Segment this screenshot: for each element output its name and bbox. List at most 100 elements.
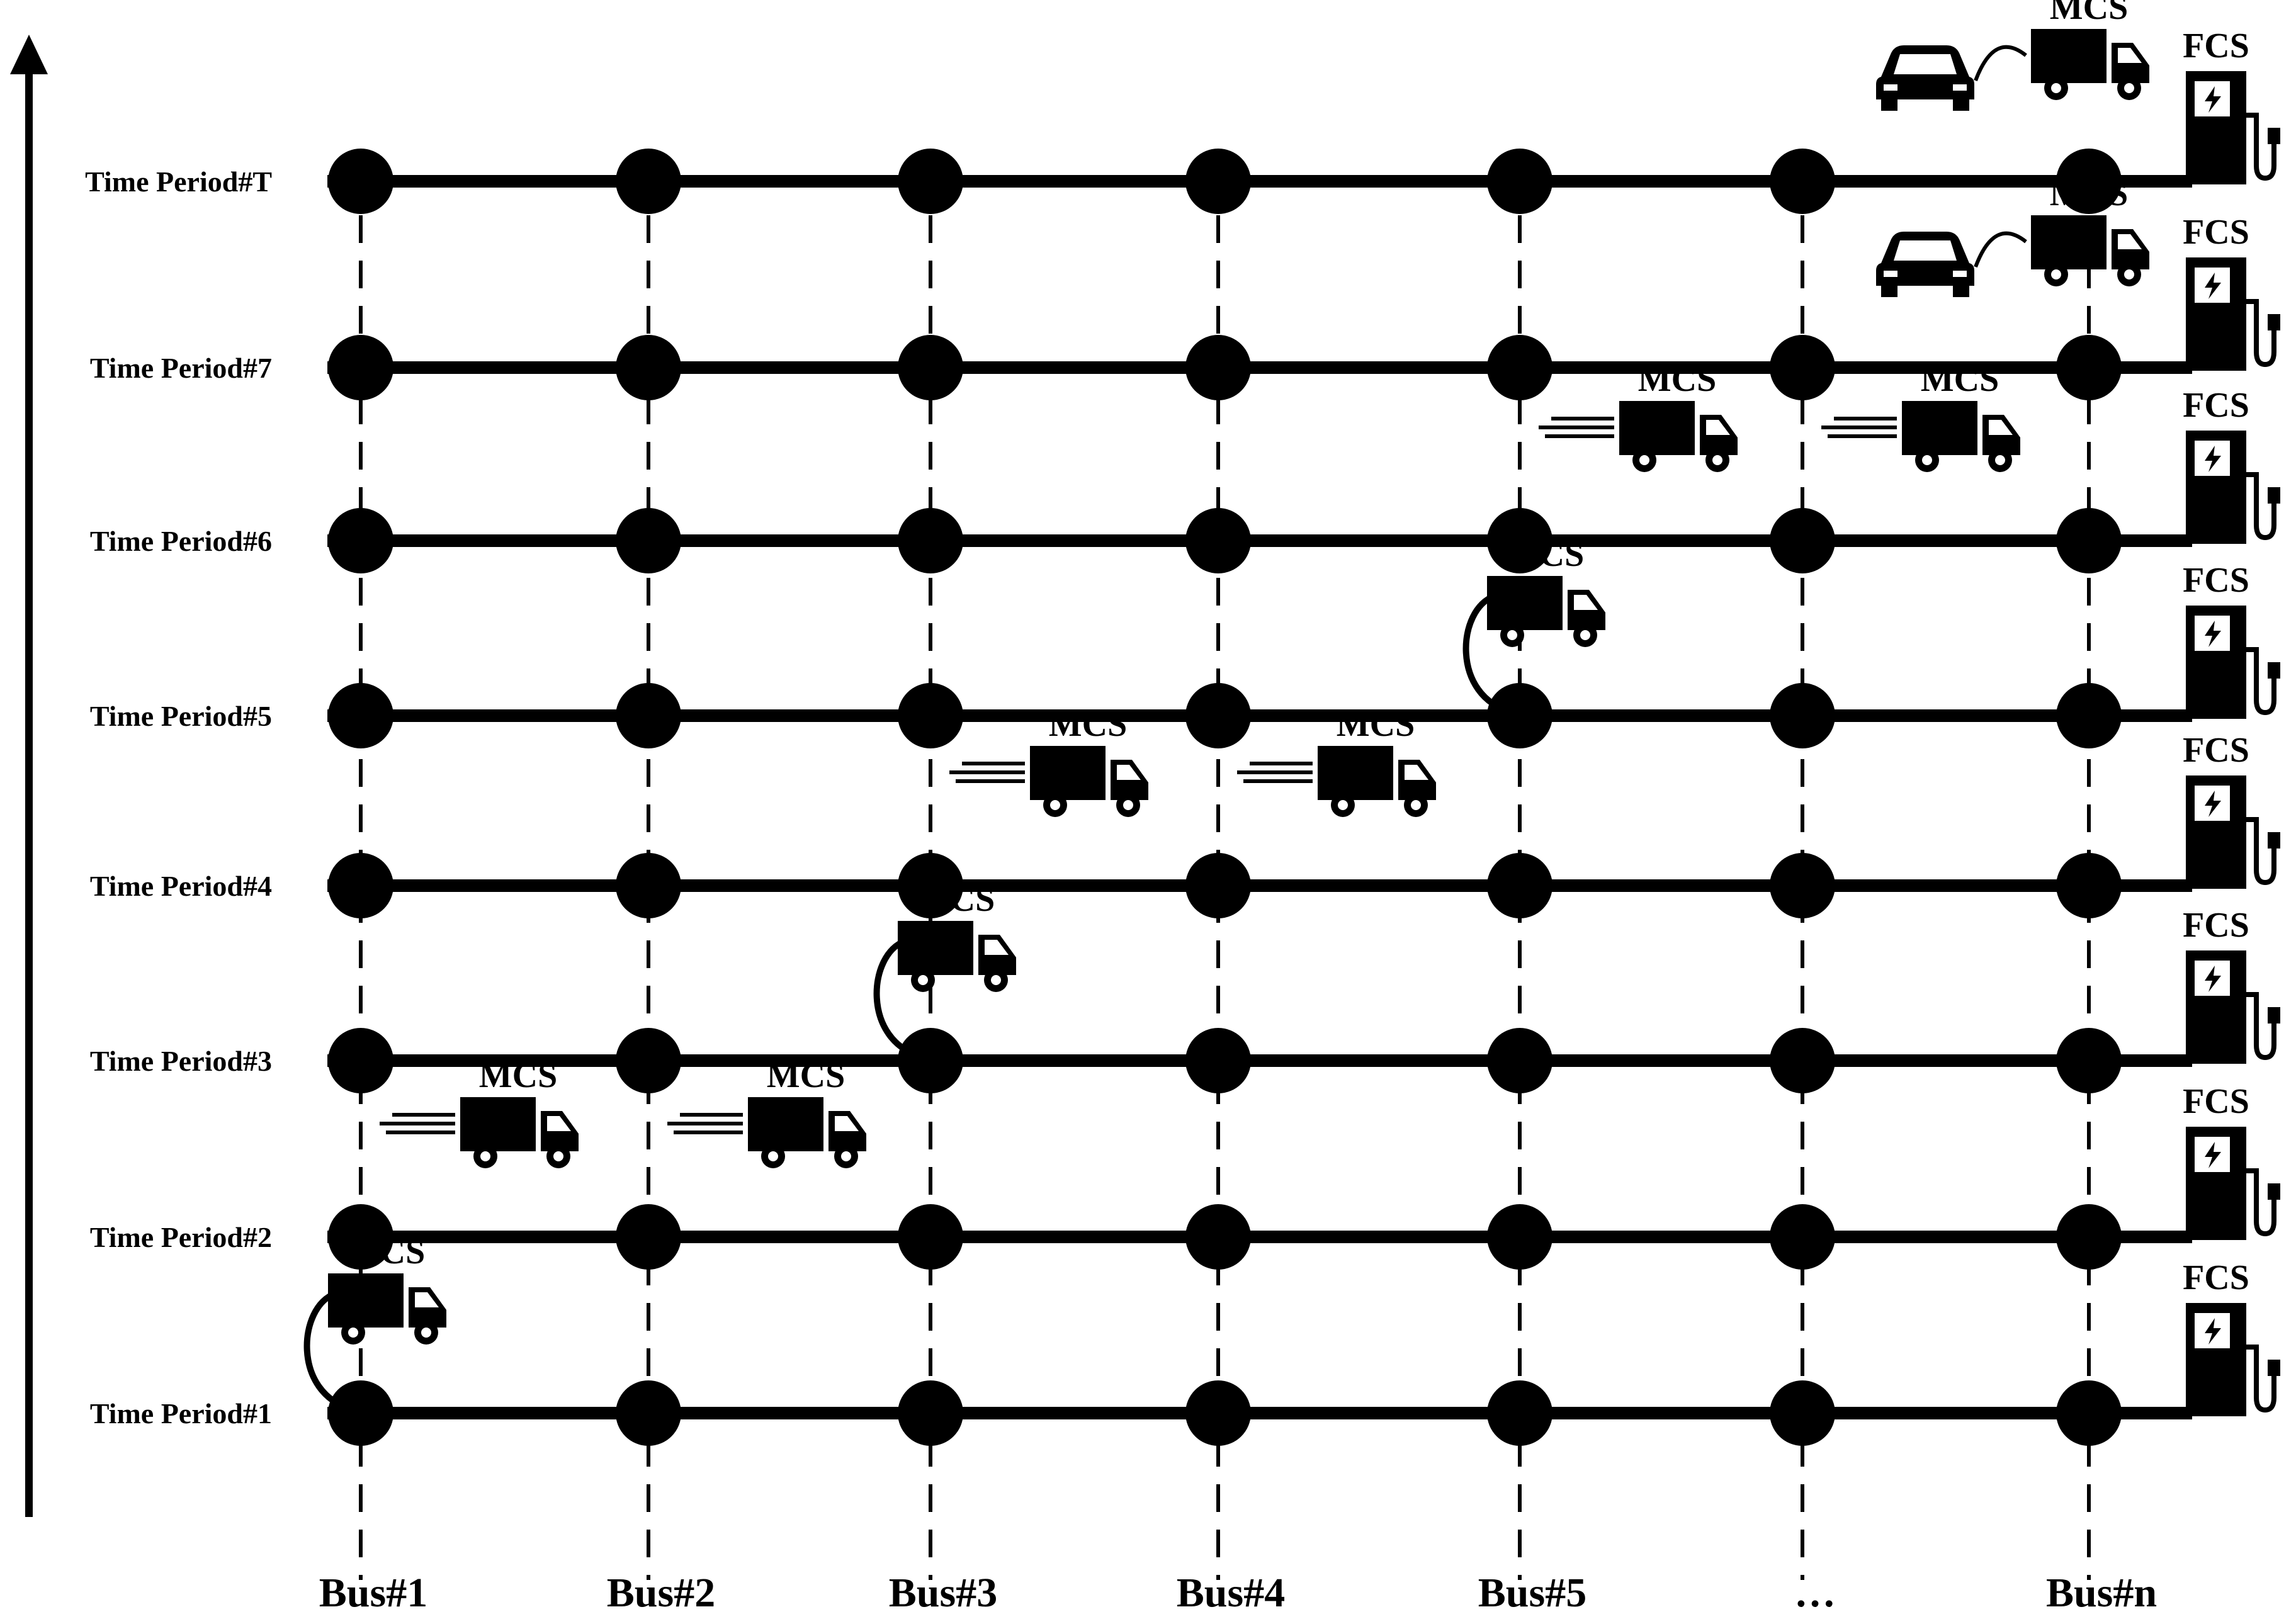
truck-icon bbox=[1619, 401, 1738, 472]
bus-node bbox=[1770, 683, 1835, 748]
mcs-label: MCS bbox=[2050, 0, 2128, 27]
bus-label: Bus#4 bbox=[1177, 1570, 1285, 1616]
bus-node bbox=[328, 149, 393, 214]
charging-station-icon bbox=[2186, 1127, 2280, 1240]
time-period-label: Time Period#1 bbox=[90, 1397, 272, 1429]
truck-icon bbox=[1318, 746, 1436, 817]
bus-node bbox=[1770, 335, 1835, 400]
time-period-labels: Time Period#1 Time Period#2 Time Period#3 T… bbox=[85, 166, 272, 1429]
bus-node bbox=[616, 853, 681, 918]
bus-node bbox=[328, 1028, 393, 1093]
fcs-stations: FCS FCS FCS FCS FCS FCS FCS FCS bbox=[2183, 26, 2280, 1416]
mcs-events: MCS MCS MCS MCS MCS MCS MCS MCS MCS MCS MCS bbox=[303, 0, 2149, 1413]
car-icon bbox=[1876, 45, 1974, 111]
mcs-moving: MCS bbox=[380, 1056, 579, 1168]
bus-node bbox=[2056, 853, 2122, 918]
bus-node bbox=[898, 335, 963, 400]
fcs-label: FCS bbox=[2183, 906, 2249, 945]
time-period-label: Time Period#3 bbox=[90, 1045, 272, 1077]
mcs-label: MCS bbox=[917, 880, 995, 919]
bus-label: Bus#n bbox=[2046, 1570, 2157, 1616]
bus-node bbox=[328, 508, 393, 573]
charging-station-icon bbox=[2186, 1303, 2280, 1416]
bus-label: Bus#2 bbox=[607, 1570, 715, 1616]
time-period-row bbox=[327, 1380, 2192, 1446]
time-period-label: Time Period#2 bbox=[90, 1221, 272, 1253]
bus-node bbox=[1487, 335, 1552, 400]
time-period-row bbox=[327, 1204, 2192, 1270]
bus-node bbox=[328, 1380, 393, 1446]
time-period-label: Time Period#7 bbox=[90, 352, 272, 384]
bus-node bbox=[2056, 149, 2122, 214]
mcs-charging: MCS bbox=[1462, 535, 1605, 715]
charging-cable bbox=[1974, 45, 2027, 82]
fcs-label: FCS bbox=[2183, 26, 2249, 65]
truck-icon bbox=[1902, 401, 2020, 472]
mcs-label: MCS bbox=[1337, 705, 1415, 744]
bus-node bbox=[1487, 1380, 1552, 1446]
mcs-serving-ev: MCS bbox=[1876, 0, 2149, 111]
time-period-row bbox=[327, 335, 2192, 400]
car-icon bbox=[1876, 232, 1974, 297]
fcs-label: FCS bbox=[2183, 213, 2249, 252]
time-period-row bbox=[327, 683, 2192, 748]
bus-node bbox=[1770, 508, 1835, 573]
bus-node bbox=[328, 335, 393, 400]
time-period-row bbox=[327, 853, 2192, 918]
bus-node bbox=[1770, 1204, 1835, 1270]
charging-station-icon bbox=[2186, 606, 2280, 719]
bus-node bbox=[2056, 683, 2122, 748]
bus-node bbox=[1487, 1028, 1552, 1093]
bus-node bbox=[2056, 1380, 2122, 1446]
fcs-station: FCS bbox=[2183, 731, 2280, 889]
mcs-moving: MCS bbox=[949, 705, 1148, 817]
bus-node bbox=[1487, 683, 1552, 748]
bus-label: Bus#1 bbox=[319, 1570, 427, 1616]
bus-node bbox=[898, 149, 963, 214]
bus-node bbox=[2056, 335, 2122, 400]
bus-node bbox=[1487, 853, 1552, 918]
mcs-label: MCS bbox=[1638, 360, 1716, 399]
mcs-label: MCS bbox=[767, 1056, 845, 1095]
bus-node bbox=[616, 149, 681, 214]
bus-label: Bus#3 bbox=[889, 1570, 997, 1616]
bus-node bbox=[898, 508, 963, 573]
bus-node bbox=[1185, 1380, 1251, 1446]
bus-node bbox=[1487, 1204, 1552, 1270]
mcs-label: MCS bbox=[347, 1232, 425, 1272]
mcs-moving: MCS bbox=[1539, 360, 1738, 472]
mcs-label: MCS bbox=[1506, 535, 1584, 574]
mcs-serving-ev: MCS bbox=[1876, 174, 2149, 297]
fcs-station: FCS bbox=[2183, 213, 2280, 371]
charging-station-icon bbox=[2186, 71, 2280, 184]
bus-node bbox=[2056, 1204, 2122, 1270]
time-period-label: Time Period#T bbox=[85, 166, 272, 198]
charging-cable bbox=[303, 1290, 354, 1413]
bus-node bbox=[2056, 1028, 2122, 1093]
bus-node bbox=[1185, 1204, 1251, 1270]
charging-station-icon bbox=[2186, 775, 2280, 889]
bus-node bbox=[616, 1380, 681, 1446]
truck-icon bbox=[328, 1273, 446, 1345]
mcs-label: MCS bbox=[1921, 360, 1999, 399]
mcs-moving: MCS bbox=[667, 1056, 866, 1168]
charging-station-icon bbox=[2186, 950, 2280, 1064]
truck-icon bbox=[460, 1097, 579, 1168]
time-period-row bbox=[327, 508, 2192, 573]
fcs-label: FCS bbox=[2183, 561, 2249, 600]
bus-node bbox=[1185, 335, 1251, 400]
charging-station-icon bbox=[2186, 431, 2280, 544]
charging-station-icon bbox=[2186, 257, 2280, 371]
bus-node bbox=[328, 1204, 393, 1270]
fcs-station: FCS bbox=[2183, 561, 2280, 719]
time-period-row bbox=[327, 1028, 2192, 1093]
bus-node bbox=[1185, 853, 1251, 918]
time-period-label: Time Period#6 bbox=[90, 525, 272, 557]
time-period-label: Time Period#4 bbox=[90, 870, 272, 902]
bus-node bbox=[328, 683, 393, 748]
fcs-station: FCS bbox=[2183, 26, 2280, 184]
bus-node bbox=[1185, 508, 1251, 573]
bus-node bbox=[1770, 149, 1835, 214]
bus-node bbox=[1770, 1028, 1835, 1093]
